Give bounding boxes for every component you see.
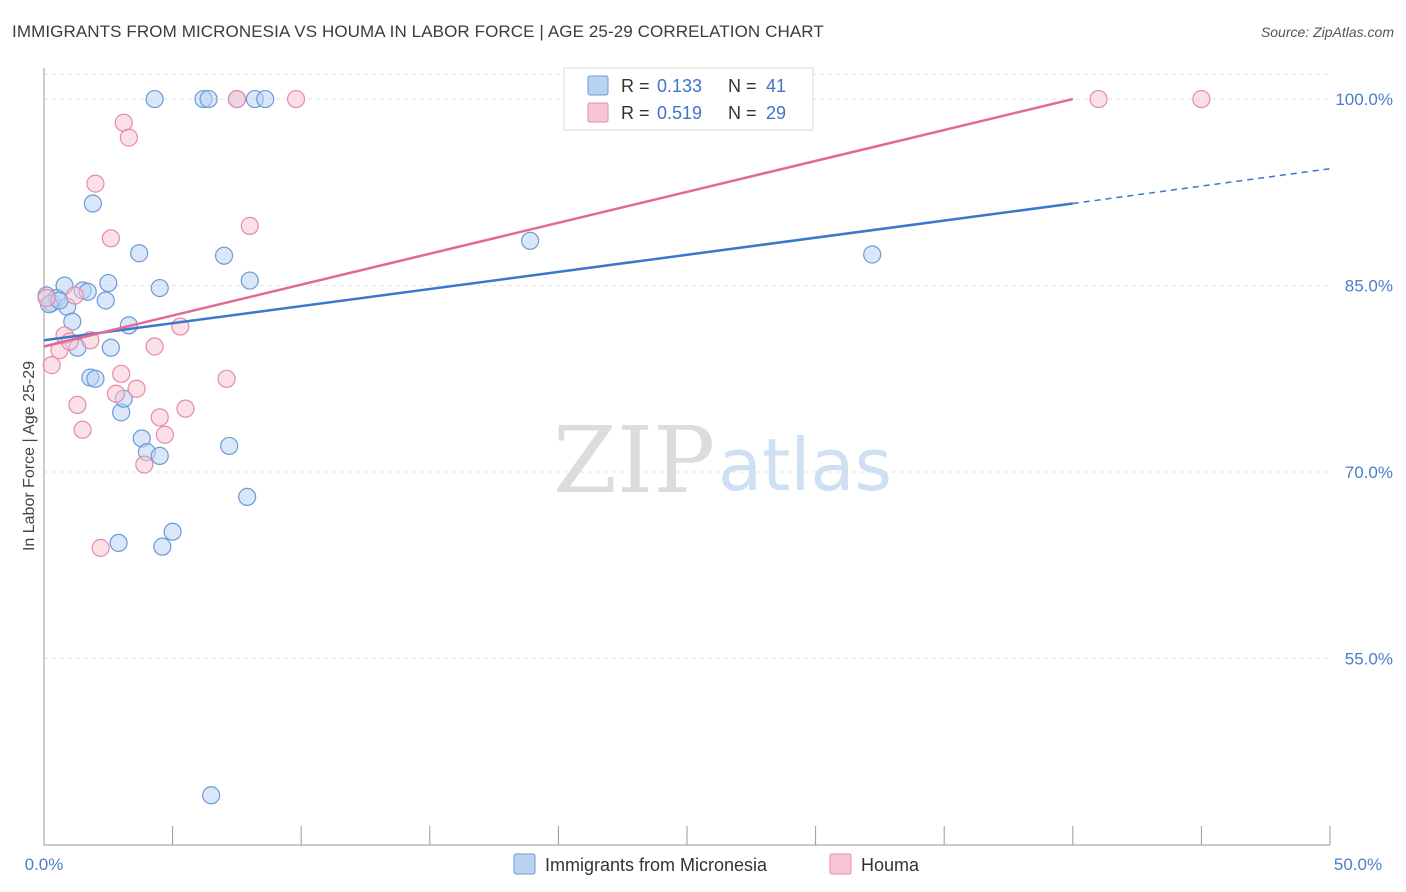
source-credit: Source: ZipAtlas.com [1260, 24, 1394, 40]
x-ticks [43, 826, 1331, 845]
data-point-houma [119, 128, 138, 147]
data-point-micronesia [145, 89, 164, 109]
data-point-micronesia [256, 89, 275, 109]
data-point-micronesia [199, 89, 218, 109]
data-point-micronesia [163, 522, 182, 541]
data-point-houma [135, 455, 154, 474]
legend-n-label-2: N = [728, 103, 757, 123]
data-point-houma [37, 288, 56, 308]
bottom-legend-swatch-houma [829, 853, 852, 875]
y-axis-label: In Labor Force | Age 25-29 [21, 361, 38, 551]
data-point-houma [65, 286, 84, 305]
trend-line-houma [43, 97, 1074, 348]
data-point-houma [1192, 89, 1211, 109]
data-point-houma [68, 395, 87, 415]
data-point-houma [86, 174, 105, 193]
data-point-houma [112, 364, 131, 383]
data-point-micronesia [150, 446, 169, 465]
bottom-legend-label-micronesia: Immigrants from Micronesia [545, 855, 768, 875]
data-point-houma [155, 425, 174, 444]
data-point-micronesia [83, 194, 102, 213]
data-point-micronesia [220, 436, 239, 456]
legend-n-value-1: 41 [766, 76, 786, 96]
data-point-micronesia [153, 537, 172, 556]
trend-line-micronesia [43, 202, 1073, 342]
data-point-houma [42, 356, 61, 375]
data-point-houma [240, 216, 259, 235]
legend-swatch-houma [587, 102, 609, 123]
data-point-micronesia [150, 278, 169, 298]
y-tick-label: 55.0% [1345, 650, 1393, 669]
data-point-micronesia [521, 231, 540, 250]
data-point-houma [91, 538, 110, 557]
legend-r-value-2: 0.519 [657, 103, 702, 123]
data-point-houma [217, 369, 236, 388]
data-point-houma [145, 337, 164, 356]
trend-lines [43, 97, 1331, 348]
chart-title: IMMIGRANTS FROM MICRONESIA VS HOUMA IN L… [12, 22, 824, 41]
data-point-houma [227, 89, 246, 109]
grid [44, 73, 1330, 660]
trend-line-micronesia-extension [1072, 167, 1331, 205]
watermark-zip: ZIP [553, 407, 715, 514]
data-point-houma [176, 399, 195, 418]
legend-r-value-1: 0.133 [657, 76, 702, 96]
data-point-micronesia [86, 369, 105, 388]
legend-swatch-micronesia [587, 75, 609, 96]
data-point-micronesia [109, 533, 128, 553]
data-point-micronesia [130, 244, 149, 263]
x-tick-label-max: 50.0% [1334, 855, 1382, 874]
data-point-micronesia [214, 246, 234, 265]
legend-r-label-2: R = [621, 103, 650, 123]
data-point-houma [1089, 89, 1108, 109]
data-point-houma [127, 379, 146, 398]
bottom-legend-swatch-micronesia [513, 853, 536, 875]
y-tick-label: 70.0% [1345, 463, 1393, 482]
data-point-micronesia [238, 487, 257, 507]
x-tick-label-min: 0.0% [25, 855, 64, 874]
data-point-houma [73, 420, 92, 439]
data-point-houma [150, 408, 169, 427]
data-point-micronesia [63, 312, 82, 331]
watermark-atlas: atlas [718, 423, 892, 507]
data-point-houma [101, 229, 120, 248]
data-point-houma [286, 89, 306, 109]
y-tick-labels: 55.0% 70.0% 85.0% 100.0% [1335, 90, 1393, 668]
legend-r-label-1: R = [621, 76, 650, 96]
legend-n-value-2: 29 [766, 103, 786, 123]
y-tick-label: 85.0% [1345, 277, 1393, 296]
data-point-houma [106, 384, 126, 403]
bottom-legend: Immigrants from Micronesia Houma [513, 853, 920, 875]
data-point-micronesia [99, 273, 118, 293]
data-point-micronesia [240, 271, 259, 290]
data-point-micronesia [101, 338, 120, 357]
y-tick-label: 100.0% [1335, 90, 1393, 109]
data-point-micronesia [202, 786, 221, 805]
watermark: ZIP atlas [553, 407, 892, 514]
legend-n-label-1: N = [728, 76, 757, 96]
bottom-legend-label-houma: Houma [861, 855, 920, 875]
data-point-micronesia [863, 245, 882, 264]
legend-box: R = 0.133 N = 41 R = 0.519 N = 29 [563, 67, 814, 131]
data-point-micronesia [96, 291, 115, 310]
